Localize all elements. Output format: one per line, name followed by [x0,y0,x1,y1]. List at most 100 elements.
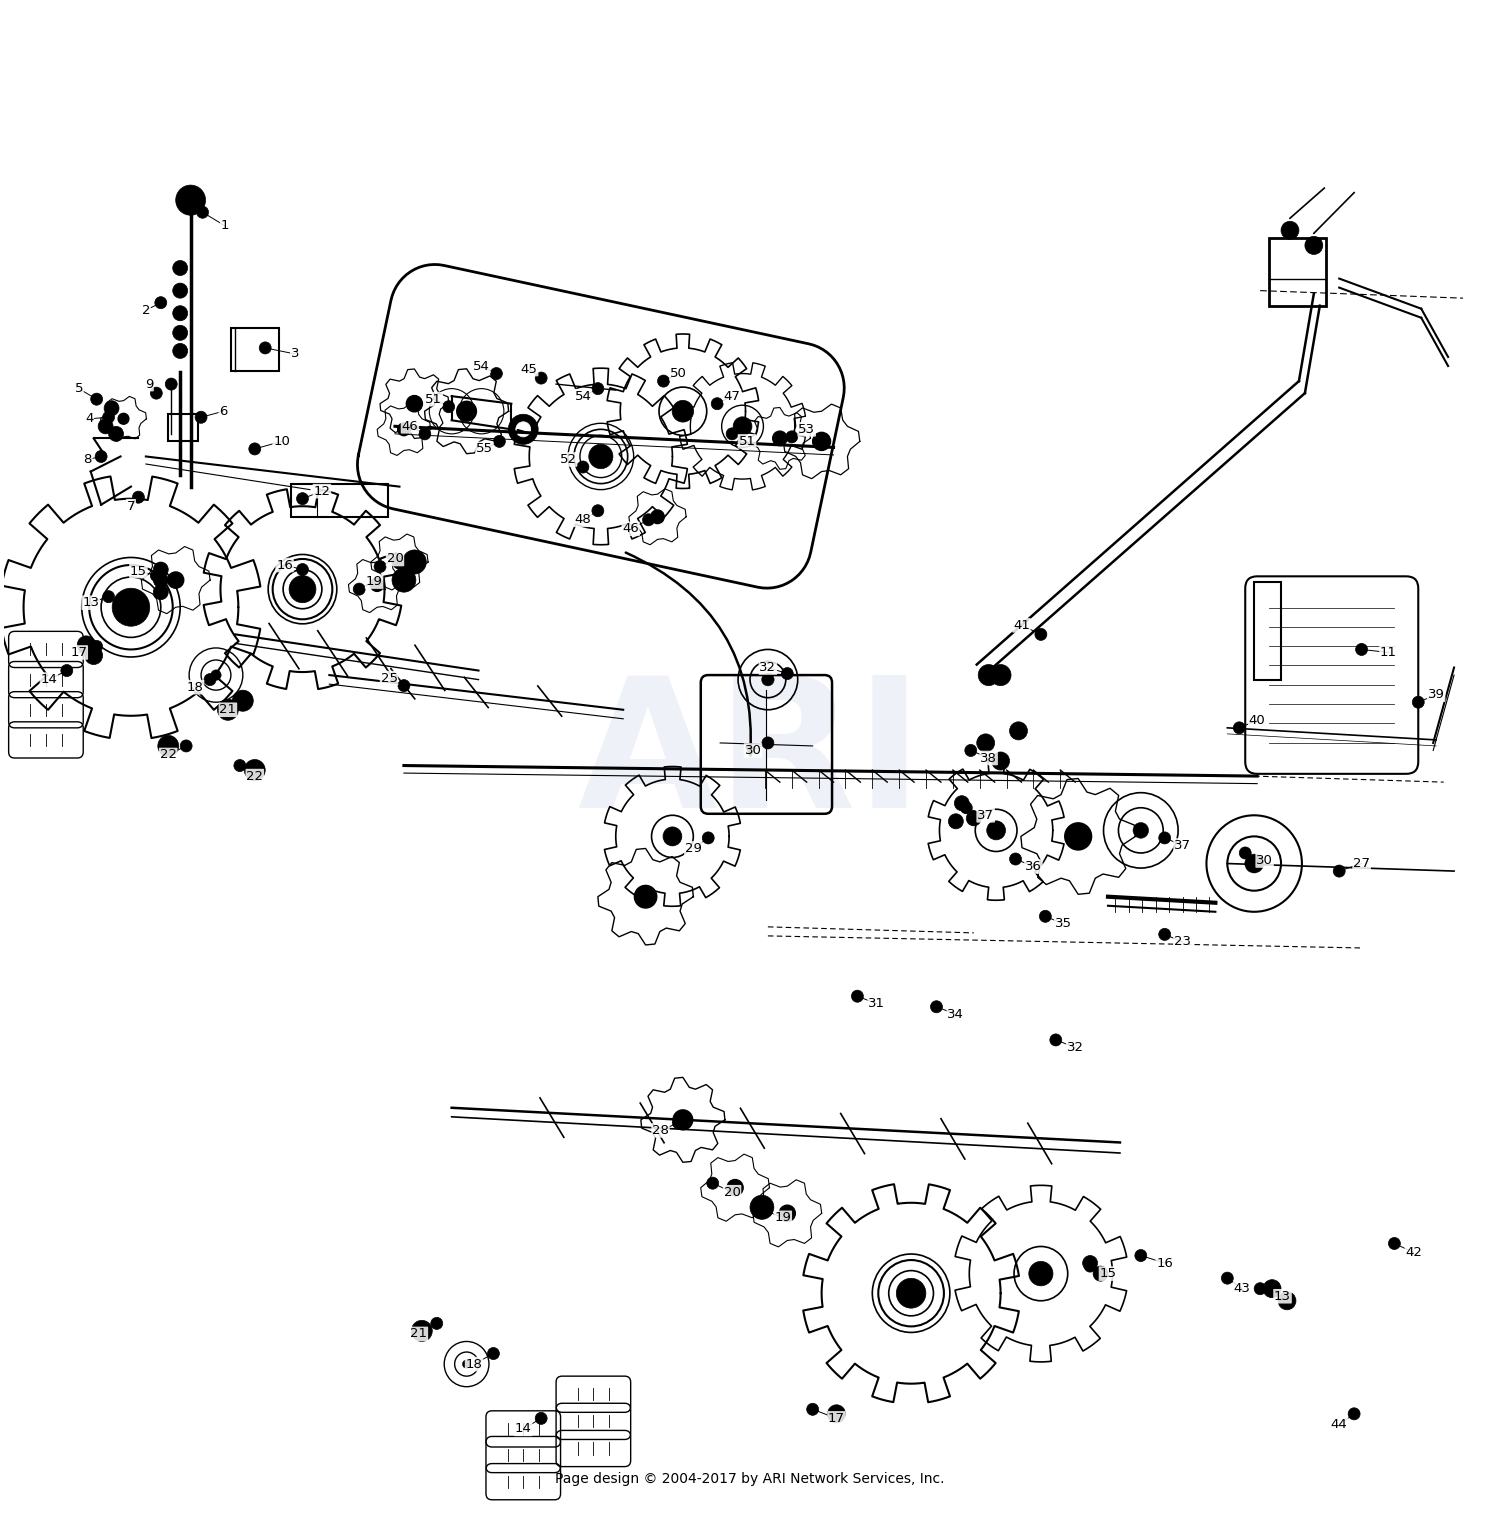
Circle shape [711,397,723,409]
Text: 53: 53 [798,423,814,435]
Circle shape [1221,1272,1233,1284]
Circle shape [120,597,141,619]
Text: 16: 16 [276,558,292,572]
Circle shape [1010,854,1022,866]
Circle shape [1334,866,1346,878]
Circle shape [828,1405,846,1424]
Circle shape [176,185,206,215]
Circle shape [978,664,999,685]
Text: 1: 1 [220,220,230,232]
Circle shape [1389,1237,1401,1249]
Circle shape [118,414,129,424]
Circle shape [1083,1255,1098,1270]
Circle shape [1029,1261,1053,1286]
Text: 55: 55 [476,443,494,455]
Text: 13: 13 [82,596,99,609]
Circle shape [1413,696,1424,708]
Circle shape [966,811,981,826]
Circle shape [1065,823,1092,850]
Circle shape [954,796,969,811]
Circle shape [1245,854,1263,873]
Circle shape [634,885,657,908]
Circle shape [1094,1266,1108,1281]
Text: 5: 5 [75,382,82,396]
Text: 28: 28 [652,1123,669,1137]
Circle shape [1050,1034,1062,1046]
Text: 22: 22 [159,749,177,761]
Text: 17: 17 [70,646,87,659]
Circle shape [172,261,188,276]
Circle shape [488,1348,500,1360]
Text: 11: 11 [1380,646,1396,659]
Text: 54: 54 [574,390,591,403]
Circle shape [1281,221,1299,240]
Text: 15: 15 [1100,1267,1116,1280]
Circle shape [992,752,1010,770]
Circle shape [807,1404,819,1416]
Text: 51: 51 [738,435,756,447]
Text: 15: 15 [130,564,147,578]
Circle shape [592,505,604,517]
Circle shape [1239,847,1251,860]
Circle shape [108,426,123,441]
Text: 4: 4 [86,412,93,426]
Circle shape [195,411,207,423]
Circle shape [204,673,216,685]
Circle shape [94,450,106,462]
Circle shape [180,740,192,752]
Circle shape [786,431,798,443]
Circle shape [1356,643,1368,655]
Text: 25: 25 [381,672,398,685]
Text: 19: 19 [366,575,382,588]
Text: 37: 37 [976,810,994,822]
Text: 46: 46 [402,420,418,432]
Circle shape [168,572,184,588]
Text: 27: 27 [1353,857,1370,870]
Circle shape [411,1320,432,1342]
Circle shape [430,1317,442,1330]
Circle shape [642,514,654,526]
Circle shape [1035,628,1047,640]
Circle shape [1158,928,1170,940]
Text: 2: 2 [141,303,150,317]
Text: 52: 52 [560,453,576,465]
Circle shape [260,343,272,353]
Circle shape [782,667,794,679]
Circle shape [102,591,114,603]
Text: ARI: ARI [578,670,922,846]
Circle shape [196,206,208,218]
Circle shape [172,326,188,341]
Circle shape [726,428,738,440]
Text: 50: 50 [670,367,687,381]
Circle shape [462,1360,471,1369]
Circle shape [352,584,364,596]
Circle shape [897,1278,926,1308]
Circle shape [1305,236,1323,255]
Text: 48: 48 [574,514,591,526]
Circle shape [406,396,423,412]
Circle shape [84,646,102,664]
Text: 31: 31 [868,998,885,1010]
Text: 32: 32 [1066,1041,1083,1054]
Circle shape [903,1286,920,1301]
Circle shape [594,449,608,464]
Circle shape [456,402,477,421]
Text: 8: 8 [84,453,92,465]
Circle shape [1132,823,1149,838]
Circle shape [297,564,309,576]
Text: 22: 22 [246,770,264,782]
Circle shape [398,679,410,691]
Text: 14: 14 [40,673,57,687]
Circle shape [987,820,1005,840]
Circle shape [211,670,220,681]
Text: 16: 16 [1156,1257,1173,1269]
Circle shape [104,400,118,415]
Text: 21: 21 [219,703,237,716]
Circle shape [217,699,238,720]
Circle shape [112,588,150,626]
Circle shape [674,1110,693,1129]
Circle shape [960,802,972,814]
Text: 38: 38 [980,752,998,764]
Circle shape [672,400,693,421]
Circle shape [154,297,166,309]
